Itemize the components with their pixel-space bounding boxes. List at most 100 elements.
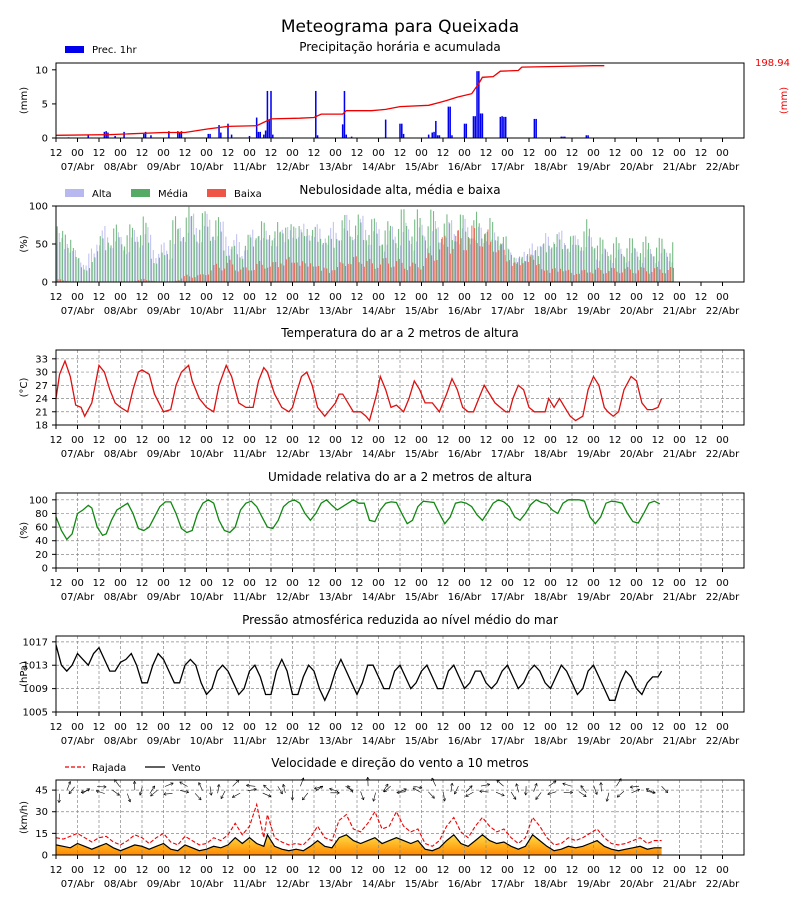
- cloud-bar-baixa: [573, 274, 575, 282]
- arrow-shaft: [533, 783, 538, 792]
- arrow-head: [198, 782, 202, 786]
- arrow-head: [68, 790, 72, 795]
- cloud-bar-alta: [426, 248, 428, 282]
- x-tick-label: 00: [114, 148, 127, 159]
- cloud-bar-baixa: [551, 268, 554, 282]
- precip-bar: [436, 135, 439, 138]
- cloud-bar-baixa: [175, 280, 177, 282]
- cloud-bar-média: [115, 224, 117, 282]
- y-axis-label: (hPa): [19, 661, 30, 687]
- cloud-bar-alta: [623, 255, 625, 282]
- cloud-bar-alta: [195, 228, 197, 282]
- x-tick-label: 00: [630, 292, 643, 303]
- cloud-bar-alta: [668, 261, 670, 282]
- wind-direction-arrow: [495, 791, 505, 797]
- cloud-bar-baixa: [350, 264, 352, 282]
- x-tick-label: 12: [609, 148, 622, 159]
- x-date-label: 15/Abr: [405, 162, 439, 173]
- cloud-bar-baixa: [487, 229, 489, 282]
- arrow-head: [279, 790, 283, 795]
- wind-area: [56, 834, 662, 855]
- cloud-bar-baixa: [60, 279, 62, 282]
- cloud-bar-baixa: [605, 273, 607, 282]
- x-tick-label: 12: [50, 292, 63, 303]
- x-tick-label: 12: [308, 148, 321, 159]
- precip-bar: [433, 131, 435, 138]
- arrow-shaft: [263, 784, 271, 792]
- cloud-bar-média: [497, 236, 499, 282]
- x-date-label: 12/Abr: [276, 879, 310, 890]
- x-tick-label: 00: [157, 865, 170, 876]
- x-date-label: 17/Abr: [491, 162, 525, 173]
- x-date-label: 07/Abr: [61, 449, 95, 460]
- x-tick-label: 12: [222, 865, 235, 876]
- arrow-head: [396, 790, 400, 795]
- x-date-label: 18/Abr: [534, 162, 568, 173]
- cloud-bar-média: [400, 209, 402, 282]
- cloud-bar-média: [220, 231, 222, 282]
- plot-frame: [55, 635, 745, 713]
- precip-bar: [431, 132, 434, 138]
- cloud-bar-média: [527, 254, 529, 282]
- cloud-bar-baixa: [503, 249, 505, 282]
- wind-direction-arrow: [194, 793, 202, 801]
- cloud-bar-alta: [472, 238, 474, 282]
- cloud-bar-média: [376, 233, 378, 282]
- cloud-bar-baixa: [430, 255, 433, 282]
- cloud-bar-baixa: [522, 263, 524, 282]
- y-tick-label: 1013: [23, 661, 48, 672]
- x-date-label: 16/Abr: [448, 879, 482, 890]
- cloud-bar-média: [150, 258, 152, 282]
- cloud-bar-média: [113, 228, 115, 282]
- x-date-label: 20/Abr: [620, 306, 654, 317]
- cloud-bar-média: [174, 216, 177, 282]
- cloud-bar-média: [209, 240, 212, 282]
- wind-direction-arrow: [398, 788, 407, 793]
- cloud-bar-alta: [85, 265, 87, 282]
- wind-direction-arrow: [515, 783, 519, 793]
- cloud-bar-média: [379, 245, 381, 282]
- arrow-shaft: [465, 791, 474, 797]
- x-tick-label: 12: [652, 578, 665, 589]
- cloud-bar-alta: [410, 244, 412, 282]
- cloud-bar-alta: [166, 250, 168, 282]
- wind-direction-arrow: [68, 786, 75, 795]
- cloud-bar-média: [287, 239, 289, 282]
- cloud-bar-alta: [596, 259, 598, 282]
- plot-frame: [55, 779, 745, 856]
- cloud-bar-alta: [214, 240, 216, 282]
- cloud-bar-baixa: [471, 225, 473, 282]
- cloud-bar-média: [156, 263, 158, 282]
- cloud-bar-baixa: [414, 263, 416, 282]
- arrow-head: [605, 798, 609, 802]
- cloud-bar-média: [626, 248, 628, 282]
- x-tick-label: 12: [394, 435, 407, 446]
- x-tick-label: 12: [351, 435, 364, 446]
- arrow-shaft: [232, 792, 241, 798]
- cloud-bar-baixa: [205, 275, 207, 282]
- cloud-bar-alta: [601, 254, 603, 282]
- cloud-bar-média: [306, 229, 308, 282]
- cloud-bar-média: [639, 253, 642, 282]
- wind-direction-arrow: [548, 780, 557, 787]
- x-date-label: 22/Abr: [706, 449, 740, 460]
- cloud-bar-média: [441, 239, 443, 282]
- cloud-bar-média: [263, 222, 265, 282]
- cloud-bar-baixa: [269, 266, 271, 282]
- x-tick-label: 00: [415, 865, 428, 876]
- arrow-head: [616, 794, 621, 798]
- precip-bar: [315, 90, 317, 138]
- cloud-bar-alta: [488, 244, 490, 282]
- wind-direction-arrow: [112, 789, 120, 796]
- cloud-bar-média: [672, 242, 674, 282]
- x-tick-label: 12: [351, 292, 364, 303]
- figure-title: Meteograma para Queixada: [281, 17, 519, 37]
- cloud-bar-média: [172, 220, 174, 282]
- cloud-bar-alta: [378, 229, 380, 282]
- cloud-bar-baixa: [632, 273, 634, 282]
- x-tick-label: 12: [136, 148, 149, 159]
- cloud-bar-alta: [639, 260, 641, 282]
- x-date-label: 18/Abr: [534, 306, 568, 317]
- x-tick-label: 00: [286, 435, 299, 446]
- cloud-bar-média: [142, 216, 144, 282]
